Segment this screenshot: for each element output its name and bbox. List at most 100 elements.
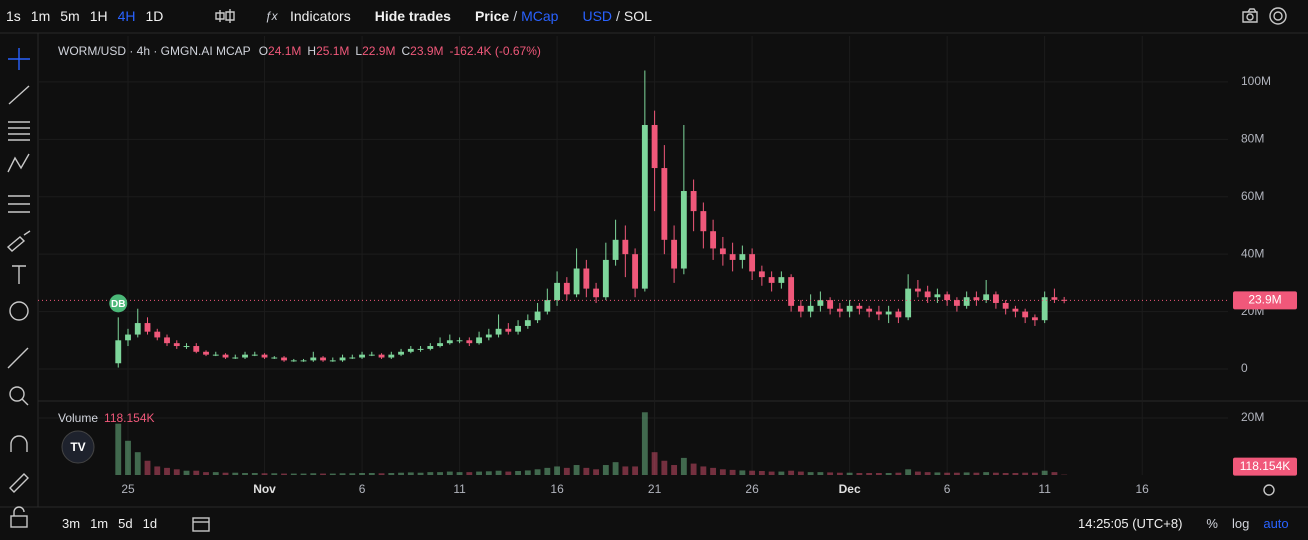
candle-body <box>905 288 912 318</box>
volume-bar <box>359 473 365 475</box>
range[interactable]: 5d <box>118 516 133 531</box>
candle-body <box>368 354 375 356</box>
volume-bar <box>524 470 531 475</box>
volume-bar <box>680 457 687 475</box>
sol[interactable]: SOL <box>623 8 652 24</box>
volume-title: Volume <box>58 411 99 425</box>
interval[interactable]: 1m <box>30 8 51 24</box>
interval[interactable]: 1H <box>89 8 108 24</box>
volume-bar <box>222 472 229 475</box>
interval[interactable]: 1D <box>145 8 164 24</box>
volume-bar <box>398 472 404 475</box>
volume-bar <box>563 467 570 475</box>
volume-bar <box>173 469 180 475</box>
candle-body <box>310 357 317 361</box>
candle-body <box>710 231 717 249</box>
legend: WORM/USD · 4h · GMGN.AI MCAP O 24.1M H 25.… <box>58 44 541 58</box>
volume-bar <box>817 472 824 475</box>
candle-body <box>339 357 346 361</box>
volume-bar <box>905 469 912 475</box>
candle-body <box>749 254 756 272</box>
percent[interactable]: % <box>1206 516 1218 531</box>
candle-body <box>164 337 170 344</box>
volume-bar <box>622 466 629 475</box>
interval[interactable]: 5m <box>60 8 80 24</box>
marker-label: DB <box>111 299 125 310</box>
volume-bar <box>807 472 814 475</box>
candle-body <box>417 348 424 350</box>
candle-body <box>953 300 960 306</box>
y-tick-label: 40M <box>1241 246 1264 260</box>
candle-body <box>768 277 775 283</box>
legend-open: 24.1M <box>268 44 302 58</box>
volume-last: 118.154K <box>104 411 155 425</box>
mcap[interactable]: MCap <box>521 8 559 24</box>
candle-body <box>827 300 834 309</box>
interval[interactable]: 4H <box>117 8 136 24</box>
candle-body <box>914 288 921 292</box>
volume-bar <box>300 473 307 475</box>
candle-body <box>583 268 590 289</box>
volume-bar <box>983 472 990 475</box>
volume-bar <box>125 440 131 475</box>
candle-body <box>963 297 970 306</box>
candle-body <box>388 354 395 358</box>
interval[interactable]: 1s <box>6 8 21 24</box>
volume-bar <box>281 473 287 475</box>
volume-bar <box>758 471 765 475</box>
range[interactable]: 1m <box>90 516 109 531</box>
volume-bar <box>476 471 482 475</box>
volume-bar <box>466 472 473 475</box>
volume-bar <box>505 471 512 475</box>
log[interactable]: log <box>1231 516 1250 531</box>
hide-trades[interactable]: Hide trades <box>374 8 451 24</box>
volume-bar <box>437 472 443 475</box>
volume-bar <box>729 469 736 475</box>
legend-close: 23.9M <box>410 44 444 58</box>
candle-body <box>193 346 200 352</box>
price-badge <box>1233 291 1297 310</box>
volume-bar <box>944 472 951 475</box>
candle-body <box>924 291 931 298</box>
volume-bar <box>719 469 726 475</box>
price[interactable]: Price <box>474 8 510 24</box>
candle-body <box>1002 302 1009 309</box>
candle-body <box>866 308 873 312</box>
x-tick-label: 16 <box>550 482 564 496</box>
candle-body <box>797 305 804 312</box>
volume-bar <box>495 470 502 475</box>
candle-body <box>446 340 453 344</box>
range[interactable]: 3m <box>62 516 81 531</box>
volume-bar <box>914 471 921 475</box>
volume-bar <box>885 473 892 475</box>
volume-bar <box>407 472 414 475</box>
volume-bar <box>612 462 619 475</box>
candle-body <box>222 354 229 358</box>
volume-bar <box>778 471 785 475</box>
auto[interactable]: auto <box>1263 516 1289 531</box>
candle-body <box>1022 311 1029 318</box>
volume-bar <box>290 473 297 475</box>
volume-bar <box>193 470 200 475</box>
candle-body <box>144 323 151 332</box>
logo-text: TV <box>70 440 85 454</box>
candle-body <box>895 311 902 318</box>
drawing-tools[interactable] <box>6 7 1287 532</box>
indicators[interactable]: Indicators <box>290 8 351 24</box>
volume-badge-label: 118.154K <box>1240 459 1291 473</box>
volume-bar <box>1022 472 1029 475</box>
volume-bar <box>251 473 258 475</box>
candle-body <box>632 254 639 289</box>
usd[interactable]: USD <box>582 8 613 24</box>
volume-badge <box>1233 457 1297 476</box>
range[interactable]: 1d <box>142 516 158 531</box>
slash: / <box>616 8 620 24</box>
candle-body <box>983 294 990 301</box>
volume-bar <box>573 465 580 475</box>
volume-bar <box>534 469 541 475</box>
candle-body <box>125 334 131 341</box>
legend-high: 25.1M <box>316 44 350 58</box>
volume-bar <box>827 472 834 475</box>
volume-bar <box>203 472 209 475</box>
x-tick-label: Dec <box>839 482 861 496</box>
